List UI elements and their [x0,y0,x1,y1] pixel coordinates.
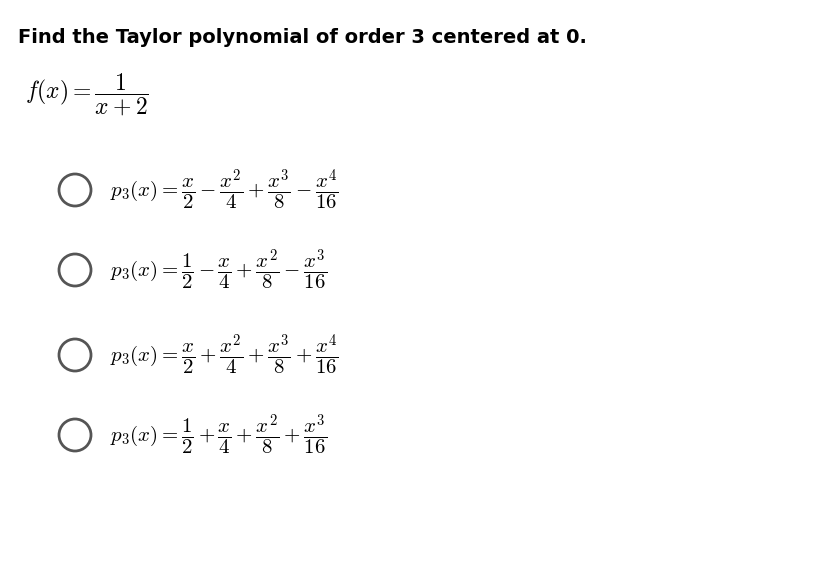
Text: $p_3(x) = \dfrac{1}{2} + \dfrac{x}{4} + \dfrac{x^2}{8} + \dfrac{x^3}{16}$: $p_3(x) = \dfrac{1}{2} + \dfrac{x}{4} + … [110,413,327,457]
Text: $p_3(x) = \dfrac{x}{2} - \dfrac{x^2}{4} + \dfrac{x^3}{8} - \dfrac{x^4}{16}$: $p_3(x) = \dfrac{x}{2} - \dfrac{x^2}{4} … [110,168,338,212]
Text: $f(x) = \dfrac{1}{x+2}$: $f(x) = \dfrac{1}{x+2}$ [25,72,149,118]
Text: $p_3(x) = \dfrac{x}{2} + \dfrac{x^2}{4} + \dfrac{x^3}{8} + \dfrac{x^4}{16}$: $p_3(x) = \dfrac{x}{2} + \dfrac{x^2}{4} … [110,333,338,377]
Text: $p_3(x) = \dfrac{1}{2} - \dfrac{x}{4} + \dfrac{x^2}{8} - \dfrac{x^3}{16}$: $p_3(x) = \dfrac{1}{2} - \dfrac{x}{4} + … [110,247,327,292]
Text: Find the Taylor polynomial of order 3 centered at 0.: Find the Taylor polynomial of order 3 ce… [18,28,586,47]
